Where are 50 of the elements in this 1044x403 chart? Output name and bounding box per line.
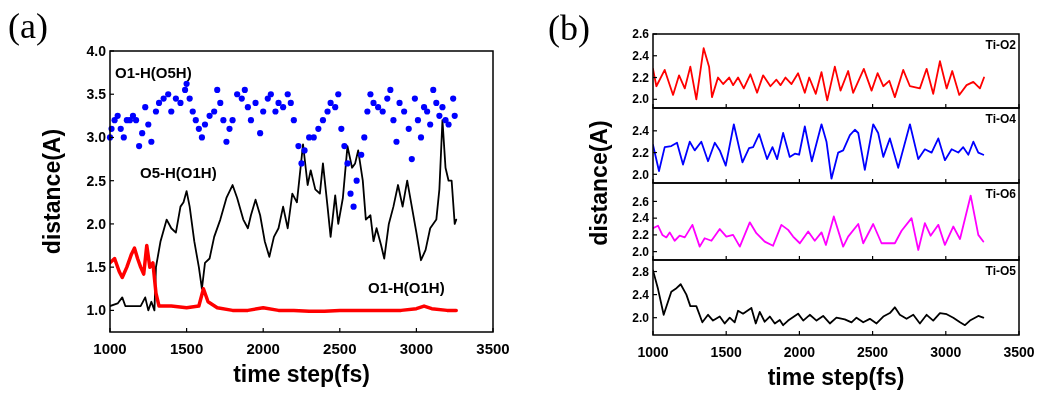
- y-tick-label: 2.0: [632, 92, 650, 107]
- x-axis-title: time step(fs): [233, 361, 370, 387]
- y-tick-label: 2.0: [632, 167, 650, 182]
- series-label: Ti-O4: [985, 112, 1017, 126]
- chart-title: (a): [8, 6, 48, 46]
- y-tick-label: 2.2: [632, 145, 650, 160]
- line-series: [653, 194, 985, 251]
- x-tick-label: 3000: [930, 344, 962, 360]
- y-tick-label: 2.2: [632, 228, 650, 243]
- y-tick-label: 2.8: [632, 264, 650, 279]
- x-tick-label: 1500: [169, 340, 204, 357]
- y-tick-label: 2.0: [632, 244, 650, 259]
- y-axis-title: distance(A): [586, 120, 612, 246]
- y-tick-label: 2.6: [632, 194, 650, 209]
- x-tick-label: 3500: [476, 340, 510, 357]
- x-tick-label: 1000: [93, 340, 127, 357]
- series-label: O5-H(O1H): [140, 164, 217, 181]
- x-axis-title: time step(fs): [767, 364, 905, 390]
- y-tick-label: 2.4: [632, 287, 650, 302]
- x-tick-label: 2000: [246, 340, 280, 357]
- text: Ti-O2: [985, 38, 1017, 52]
- line-series: [653, 47, 985, 102]
- y-tick-label: 1.5: [86, 259, 107, 276]
- x-tick-label: 1500: [710, 344, 742, 360]
- series-label: O1-H(O1H): [368, 279, 445, 296]
- x-tick-label: 2500: [323, 340, 357, 357]
- x-tick-label: 3500: [1003, 344, 1035, 360]
- y-tick-label: 3.5: [86, 86, 107, 103]
- x-tick-label: 3000: [399, 340, 434, 357]
- y-axis-title: distance(A): [39, 128, 65, 255]
- chart-title: (b): [548, 8, 590, 48]
- y-tick-label: 2.2: [632, 70, 650, 85]
- y-tick-label: 1.0: [86, 302, 107, 319]
- x-tick-label: 1000: [637, 344, 669, 360]
- y-tick-label: 2.4: [632, 211, 650, 226]
- y-tick-label: 2.0: [86, 215, 107, 232]
- y-tick-label: 2.5: [86, 172, 107, 189]
- y-tick-label: 3.0: [86, 129, 107, 146]
- y-tick-label: 2.6: [632, 27, 650, 42]
- y-tick-label: 4.0: [86, 42, 107, 59]
- series-label: Ti-O6: [985, 187, 1017, 201]
- text: Ti-O5: [985, 264, 1017, 278]
- y-tick-label: 2.4: [632, 124, 650, 139]
- y-tick-label: 2.0: [632, 310, 650, 325]
- series-label: O1-H(O5H): [115, 64, 192, 81]
- x-tick-label: 2500: [857, 344, 889, 360]
- line-series: [653, 123, 985, 180]
- x-tick-label: 2000: [783, 344, 816, 360]
- y-tick-label: 2.4: [632, 48, 650, 63]
- line-series: [110, 243, 458, 313]
